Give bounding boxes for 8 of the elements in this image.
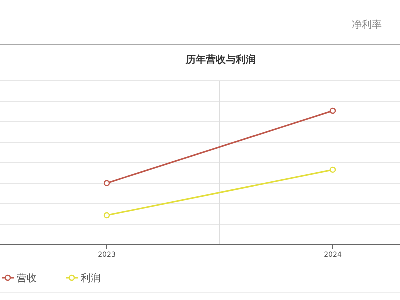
point [330, 108, 336, 114]
point [330, 166, 336, 174]
text: 净利率 [352, 19, 382, 31]
point [104, 212, 110, 219]
chart-title: 历年营收与利润 [185, 54, 256, 66]
legend-label: 营收 [17, 272, 37, 284]
point [104, 180, 110, 186]
legend-label: 利润 [81, 272, 101, 284]
